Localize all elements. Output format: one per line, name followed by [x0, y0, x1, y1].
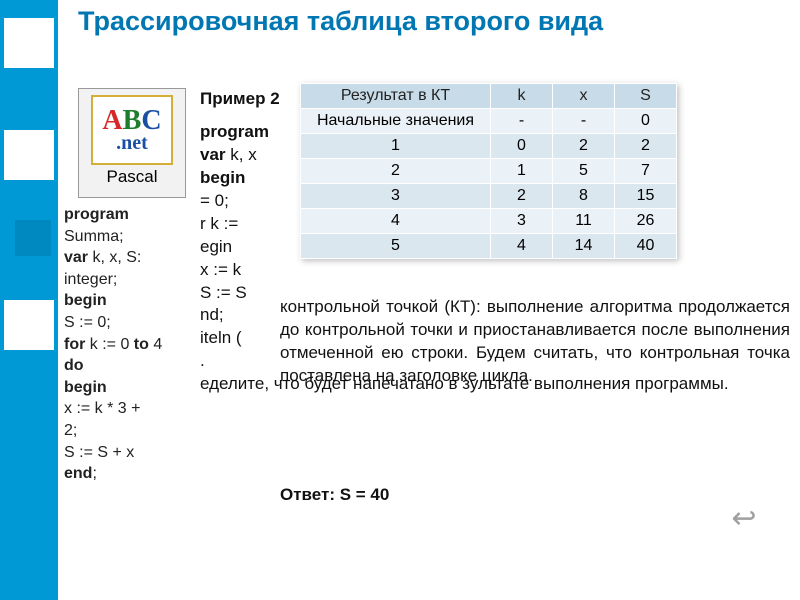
col-header: Результат в КТ — [301, 84, 491, 109]
kw: end — [64, 465, 92, 482]
table-cell: - — [553, 109, 615, 134]
table-cell: 2 — [615, 134, 677, 159]
col-header: k — [491, 84, 553, 109]
logo-caption: Pascal — [79, 167, 185, 187]
table-cell: 2 — [491, 184, 553, 209]
code-line: x := k — [200, 259, 780, 282]
code-line: k := 0 — [85, 336, 133, 353]
decor-square — [4, 300, 54, 350]
table-cell: 5 — [301, 234, 491, 259]
pascal-logo-box: ABC .net Pascal — [78, 88, 186, 198]
table-cell: 8 — [553, 184, 615, 209]
code-line: Summa; — [64, 226, 204, 248]
kw: program — [64, 206, 129, 223]
decor-square — [15, 220, 51, 256]
table-cell: 7 — [615, 159, 677, 184]
code-line: ; — [92, 465, 96, 482]
table-row: 32815 — [301, 184, 677, 209]
kw: program — [200, 122, 269, 141]
trace-table: Результат в КТ k x S Начальные значения-… — [300, 83, 677, 259]
code-left-panel: program Summa; var k, x, S: integer; beg… — [64, 204, 204, 485]
code-line: S := S + x — [64, 442, 204, 464]
table-header-row: Результат в КТ k x S — [301, 84, 677, 109]
table-cell: - — [491, 109, 553, 134]
kw: do — [64, 357, 84, 374]
code-line: 4 — [149, 336, 162, 353]
decor-square — [4, 130, 54, 180]
kw: var — [64, 249, 88, 266]
table-cell: Начальные значения — [301, 109, 491, 134]
example-label: Пример 2 — [200, 89, 280, 108]
page-title: Трассировочная таблица второго вида — [78, 6, 603, 38]
kw: for — [64, 336, 85, 353]
kw: to — [134, 336, 149, 353]
code-line: k, x, S: — [88, 249, 141, 266]
table-cell: 4 — [491, 234, 553, 259]
table-row: 2157 — [301, 159, 677, 184]
kw: begin — [64, 379, 107, 396]
col-header: S — [615, 84, 677, 109]
col-header: x — [553, 84, 615, 109]
pascal-logo: ABC .net — [91, 95, 173, 165]
table-cell: 1 — [491, 159, 553, 184]
table-cell: 2 — [301, 159, 491, 184]
decor-square — [4, 18, 54, 68]
code-line: ; — [219, 305, 224, 324]
table-cell: 11 — [553, 209, 615, 234]
table-cell: 0 — [491, 134, 553, 159]
answer-value: S = 40 — [335, 485, 389, 504]
back-button[interactable]: ↩ — [724, 500, 764, 536]
logo-dotnet: .net — [93, 134, 171, 152]
code-line: x := k * 3 + — [64, 398, 204, 420]
code-line: S := 0; — [64, 312, 204, 334]
table-row: 431126 — [301, 209, 677, 234]
table-row: 1022 — [301, 134, 677, 159]
code-line: 2; — [64, 420, 204, 442]
answer-label: Ответ: — [280, 485, 335, 504]
table-cell: 4 — [301, 209, 491, 234]
left-strip — [0, 0, 58, 600]
table-cell: 3 — [301, 184, 491, 209]
table-cell: 26 — [615, 209, 677, 234]
table-cell: 2 — [553, 134, 615, 159]
table-cell: 40 — [615, 234, 677, 259]
table-cell: 3 — [491, 209, 553, 234]
kw: var — [200, 145, 226, 164]
table-cell: 1 — [301, 134, 491, 159]
table-row: 541440 — [301, 234, 677, 259]
table-row: Начальные значения--0 — [301, 109, 677, 134]
table-cell: 5 — [553, 159, 615, 184]
code-line: k, x — [226, 145, 257, 164]
table-cell: 14 — [553, 234, 615, 259]
table-cell: 15 — [615, 184, 677, 209]
kw: begin — [64, 292, 107, 309]
code-line: integer; — [64, 269, 204, 291]
table-cell: 0 — [615, 109, 677, 134]
paragraph: контрольной точкой (КТ): выполнение алго… — [280, 296, 790, 388]
kw: begin — [200, 168, 245, 187]
back-icon: ↩ — [731, 501, 756, 536]
code-line: nd — [200, 305, 219, 324]
